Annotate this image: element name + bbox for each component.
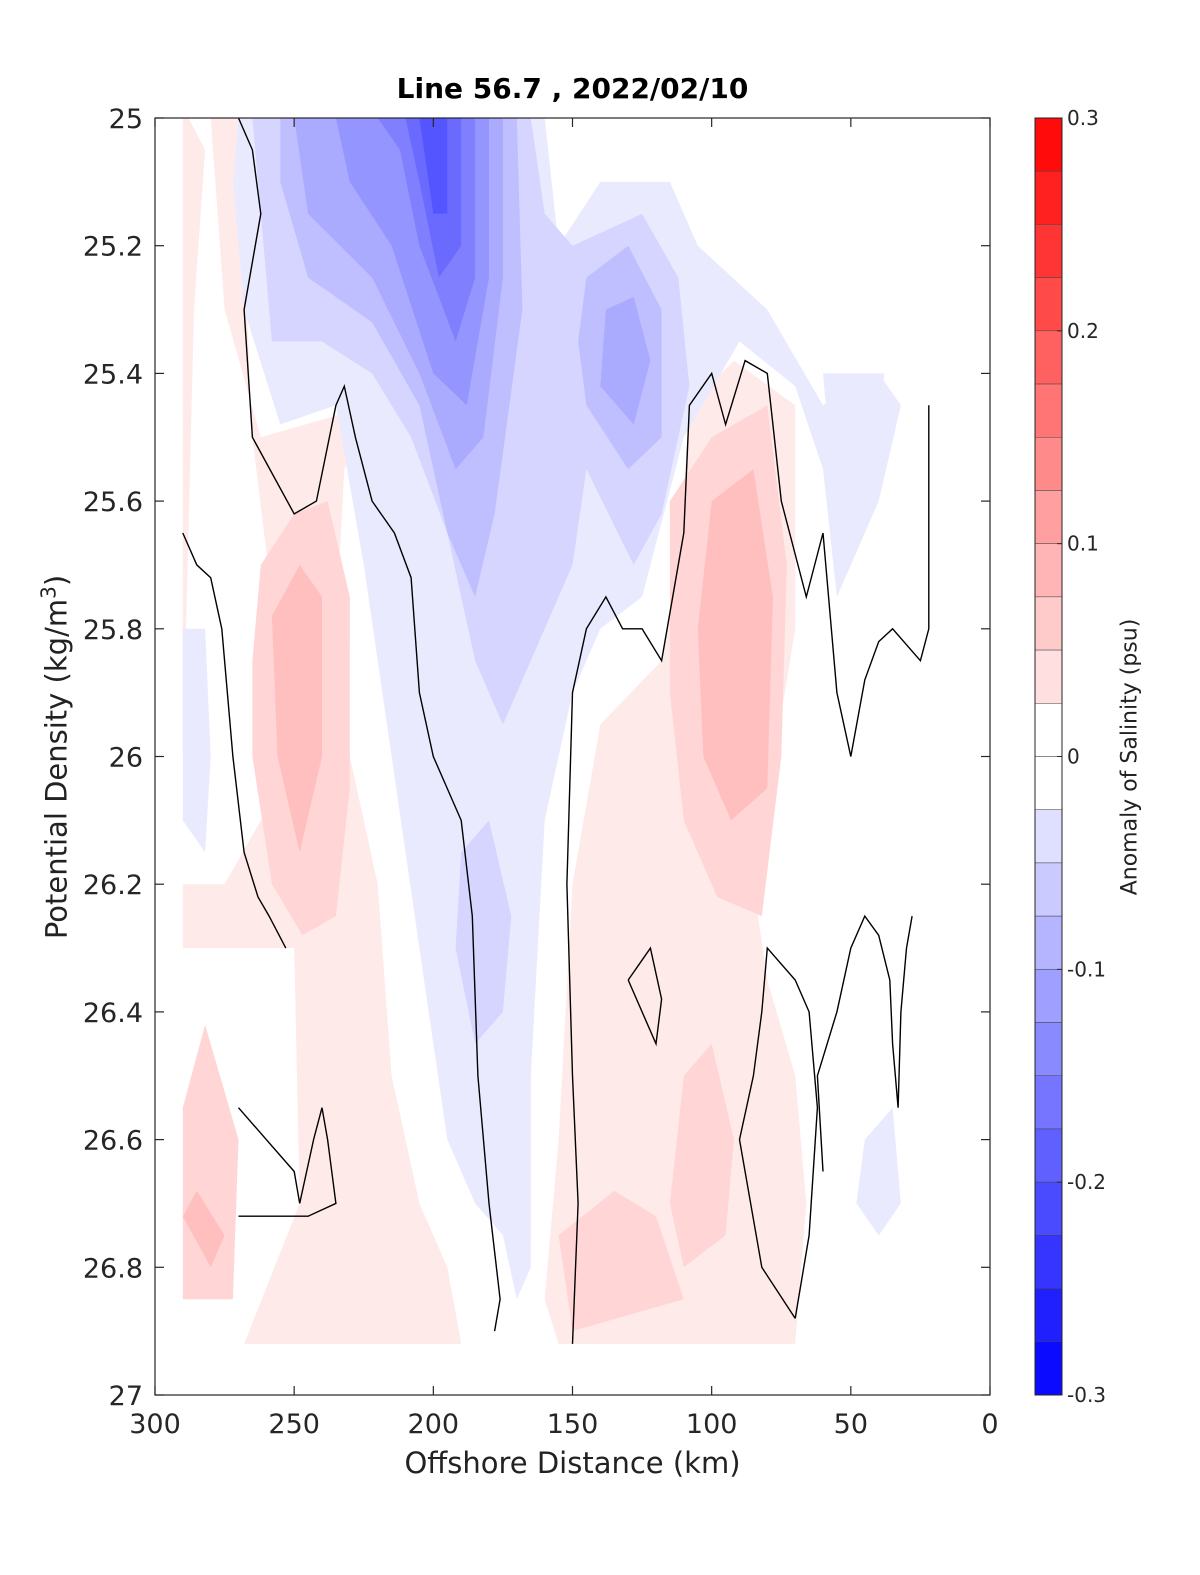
colorbar-tick-label: -0.2 [1067,1170,1106,1194]
y-tick-label: 26.8 [83,1253,143,1284]
y-tick-label: 26.2 [83,870,143,901]
colorbar-segment [1034,1128,1063,1183]
colorbar: 0.3 0.2 0.1 0 -0.1 -0.2 -0.3 [1034,106,1106,1407]
colorbar-segment [1034,170,1063,225]
x-tick-label: 250 [268,1409,320,1440]
y-tick-label: 25 [109,104,143,135]
anomaly-fills [182,118,901,1344]
y-axis-label-tail: ) [39,574,74,587]
y-axis-ticks: 25 25.2 25.4 25.6 25.8 26 26.2 26.4 26.6 26.8 27 [83,104,990,1412]
x-axis-ticks: 300 250 200 150 100 50 0 [129,118,999,1440]
colorbar-segment [1034,649,1063,704]
colorbar-segment [1034,809,1063,864]
colorbar-segment [1034,1075,1063,1130]
negative-anomaly-region [455,820,512,1044]
y-tick-label: 26.4 [83,998,143,1029]
colorbar-segment [1034,915,1063,970]
negative-anomaly-region [823,373,885,502]
y-axis-label: Potential Density (kg/m3) [37,575,74,939]
y-tick-label: 25.6 [83,487,143,518]
colorbar-segment [1034,756,1063,810]
negative-anomaly-region [182,628,211,853]
negative-anomaly-region [600,296,651,425]
zero-contour-line [738,946,819,1319]
positive-anomaly-region [182,820,448,1344]
colorbar-segment [1034,1288,1063,1343]
x-tick-label: 200 [408,1409,460,1440]
negative-anomaly-region [856,1107,901,1236]
colorbar-segment [1034,543,1063,598]
negative-anomaly-region [419,118,448,214]
colorbar-segment [1034,1341,1063,1396]
colorbar-segment [1034,277,1063,332]
colorbar-segment [1034,490,1063,544]
x-tick-label: 100 [686,1409,738,1440]
y-axis-label-superscript: 3 [36,586,61,599]
colorbar-segment [1034,969,1063,1023]
colorbar-tick-label: 0 [1067,745,1080,769]
positive-anomaly-region [182,118,206,757]
colorbar-segment [1034,437,1063,491]
positive-anomaly-region [558,1190,684,1332]
colorbar-segment [1034,1235,1063,1289]
colorbar-segment [1034,862,1063,917]
colorbar-segment [1034,703,1063,757]
positive-anomaly-region [182,1190,225,1268]
y-tick-label: 26 [109,743,143,774]
colorbar-tick-label: 0.2 [1067,319,1099,343]
colorbar-segment [1034,596,1063,651]
colorbar-label: Anomaly of Salinity (psu) [1117,618,1143,896]
y-axis-label-main: Potential Density (kg/m [39,598,74,940]
zero-contour-line [237,1107,337,1217]
x-tick-label: 300 [129,1409,181,1440]
positive-anomaly-region [669,1043,734,1268]
positive-anomaly-region [697,469,773,821]
y-tick-label: 27 [109,1381,143,1412]
zero-contour-line [566,359,930,1344]
zero-contour-line [816,914,913,1172]
colorbar-segment [1034,1181,1063,1236]
x-tick-label: 50 [834,1409,868,1440]
colorbar-segment [1034,383,1063,438]
colorbar-tick-label: 0.3 [1067,106,1099,130]
colorbar-tick-label: -0.1 [1067,957,1106,981]
chart-title: Line 56.7 , 2022/02/10 [396,72,749,105]
colorbar-tick-label: -0.3 [1067,1383,1106,1407]
colorbar-segment [1034,117,1063,172]
colorbar-tick-label: 0.1 [1067,532,1099,556]
colorbar-segment [1034,330,1063,385]
zero-contours [182,118,930,1344]
x-axis-label: Offshore Distance (km) [404,1446,741,1480]
x-tick-label: 0 [981,1409,998,1440]
colorbar-segment [1034,1022,1063,1077]
y-tick-label: 25.8 [83,615,143,646]
y-tick-label: 25.4 [83,359,143,390]
zero-contour-line [627,946,663,1047]
y-tick-label: 26.6 [83,1126,143,1157]
zero-contour-line [182,532,287,949]
y-tick-label: 25.2 [83,232,143,263]
x-tick-label: 150 [547,1409,599,1440]
colorbar-segment [1034,224,1063,278]
zero-contour-line [237,118,501,1332]
positive-anomaly-region [271,564,322,853]
